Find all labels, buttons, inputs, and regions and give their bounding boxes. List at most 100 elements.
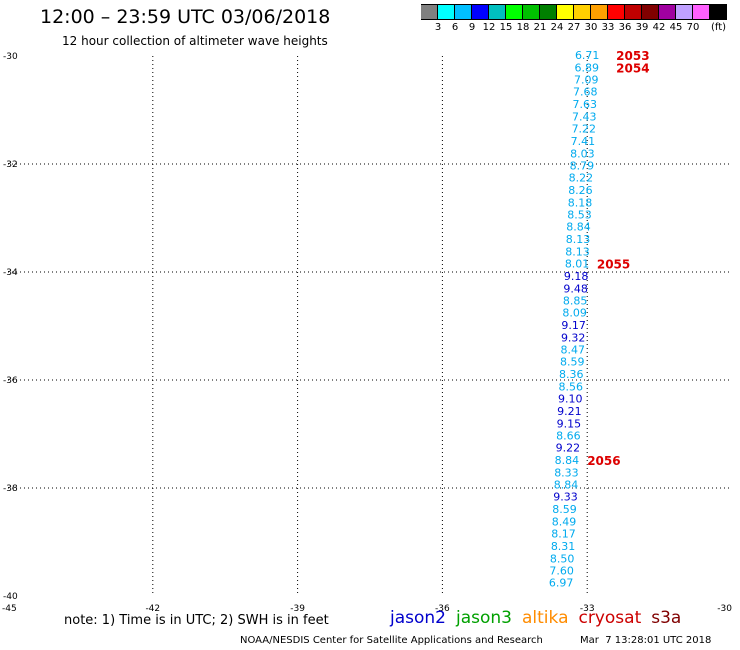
data-point-label: 7.09 <box>574 73 599 86</box>
chart-subtitle: 12 hour collection of altimeter wave hei… <box>62 34 328 48</box>
chart-title: 12:00 – 23:59 UTC 03/06/2018 <box>40 6 331 28</box>
color-scale-tick-label: 12 <box>482 22 496 33</box>
satellite-legend: jason2 jason3 altika cryosat s3a <box>390 608 691 628</box>
y-tick-label: -38 <box>3 484 18 494</box>
legend-entry-jason2: jason2 <box>390 608 446 628</box>
data-point-label: 8.49 <box>552 516 577 529</box>
units-note: note: 1) Time is in UTC; 2) SWH is in fe… <box>64 613 329 628</box>
y-tick-label: -36 <box>3 376 18 386</box>
color-scale-tick-label: 36 <box>618 22 632 33</box>
legend-entry-altika: altika <box>522 608 569 628</box>
color-scale-cell <box>608 4 625 20</box>
color-scale-cell <box>489 4 506 20</box>
data-point-label: 8.50 <box>550 552 575 565</box>
data-point-label: 8.53 <box>567 208 592 221</box>
x-tick-label: -36 <box>435 604 450 614</box>
data-point-label: 9.15 <box>557 417 582 430</box>
data-point-label: 9.32 <box>561 331 586 344</box>
data-point-label: 8.66 <box>556 430 581 443</box>
x-tick-label: -33 <box>580 604 595 614</box>
data-point-label: 7.60 <box>549 565 574 578</box>
color-scale-cell <box>472 4 489 20</box>
y-tick-label: -34 <box>3 268 18 278</box>
data-point-label: 8.84 <box>554 478 579 491</box>
footer-credit: NOAA/NESDIS Center for Satellite Applica… <box>240 635 543 646</box>
color-scale-cell <box>693 4 710 20</box>
color-scale-cell <box>625 4 642 20</box>
data-point-label: 8.26 <box>568 184 593 197</box>
color-scale-tick-label: 70 <box>686 22 700 33</box>
data-point-label: 9.33 <box>553 491 578 504</box>
color-scale-tick-label: 24 <box>550 22 564 33</box>
color-scale-bar <box>421 4 727 21</box>
color-scale-cell <box>676 4 693 20</box>
color-scale-tick-label: 27 <box>567 22 581 33</box>
data-point-label: 8.33 <box>554 466 579 479</box>
color-scale-tick-label: 45 <box>669 22 683 33</box>
color-scale-cell <box>659 4 676 20</box>
color-scale-cell <box>506 4 523 20</box>
data-point-label: 9.17 <box>561 319 586 332</box>
color-scale-tick-label: 21 <box>533 22 547 33</box>
data-point-label: 7.41 <box>571 135 596 148</box>
color-scale-cell <box>455 4 472 20</box>
data-point-label: 9.22 <box>556 442 581 455</box>
time-label: 2054 <box>616 61 649 75</box>
data-point-label: 8.84 <box>566 221 591 234</box>
color-scale-tick-label: 18 <box>516 22 530 33</box>
color-scale-tick-label: 15 <box>499 22 513 33</box>
data-point-label: 8.47 <box>560 343 585 356</box>
data-point-label: 8.85 <box>563 295 588 308</box>
color-scale-cell <box>421 4 438 20</box>
x-tick-label: -42 <box>145 604 160 614</box>
y-tick-label: -40 <box>3 592 18 602</box>
footer-timestamp: Mar 7 13:28:01 UTC 2018 <box>580 635 712 646</box>
data-point-label: 8.18 <box>568 196 593 209</box>
data-point-label: 9.10 <box>558 392 583 405</box>
data-point-label: 6.71 <box>575 49 600 62</box>
legend-entry-jason3: jason3 <box>456 608 512 628</box>
color-scale-cell <box>523 4 540 20</box>
time-label: 2056 <box>587 454 620 468</box>
data-point-label: 8.13 <box>566 233 591 246</box>
time-label: 2053 <box>616 49 649 63</box>
data-point-label: 8.03 <box>570 147 595 160</box>
data-point-label: 7.63 <box>573 98 598 111</box>
legend-entry-s3a: s3a <box>651 608 682 628</box>
x-tick-label: -45 <box>2 604 17 614</box>
color-scale-cell <box>540 4 557 20</box>
data-point-label: 8.56 <box>559 381 584 394</box>
data-point-label: 8.22 <box>569 172 594 185</box>
color-scale-tick-label: 9 <box>468 22 476 33</box>
data-point-label: 8.79 <box>570 160 595 173</box>
data-point-label: 7.68 <box>573 86 598 99</box>
data-point-label: 8.09 <box>562 307 587 320</box>
color-scale-cell <box>574 4 591 20</box>
time-label: 2055 <box>597 257 630 271</box>
color-scale-tick-label: 39 <box>635 22 649 33</box>
color-scale-tick-label: 33 <box>601 22 615 33</box>
data-point-label: 8.84 <box>555 454 580 467</box>
color-scale-ticks: 3 6 9 12 15 18 21 24 27 30 33 36 39 42 45 70 <box>421 22 731 36</box>
data-point-label: 8.17 <box>551 527 576 540</box>
data-point-label: 9.21 <box>557 405 582 418</box>
data-point-label: 6.89 <box>574 61 599 74</box>
x-tick-label: -39 <box>290 604 305 614</box>
data-point-label: 9.18 <box>564 270 589 283</box>
data-point-label: 8.01 <box>565 257 590 270</box>
x-tick-label: -30 <box>717 604 732 614</box>
y-tick-label: -32 <box>3 160 18 170</box>
color-scale-cell <box>710 4 727 20</box>
data-point-label: 8.36 <box>559 368 584 381</box>
color-scale-cell <box>591 4 608 20</box>
color-scale-cell <box>438 4 455 20</box>
color-scale-cell <box>642 4 659 20</box>
data-point-label: 8.59 <box>552 503 577 516</box>
color-scale-tick-label: 6 <box>451 22 459 33</box>
data-point-label: 7.22 <box>572 122 597 135</box>
legend-entry-cryosat: cryosat <box>578 608 642 628</box>
color-scale-tick-label: 30 <box>584 22 598 33</box>
data-point-label: 8.13 <box>565 246 590 259</box>
y-tick-label: -30 <box>3 52 18 62</box>
